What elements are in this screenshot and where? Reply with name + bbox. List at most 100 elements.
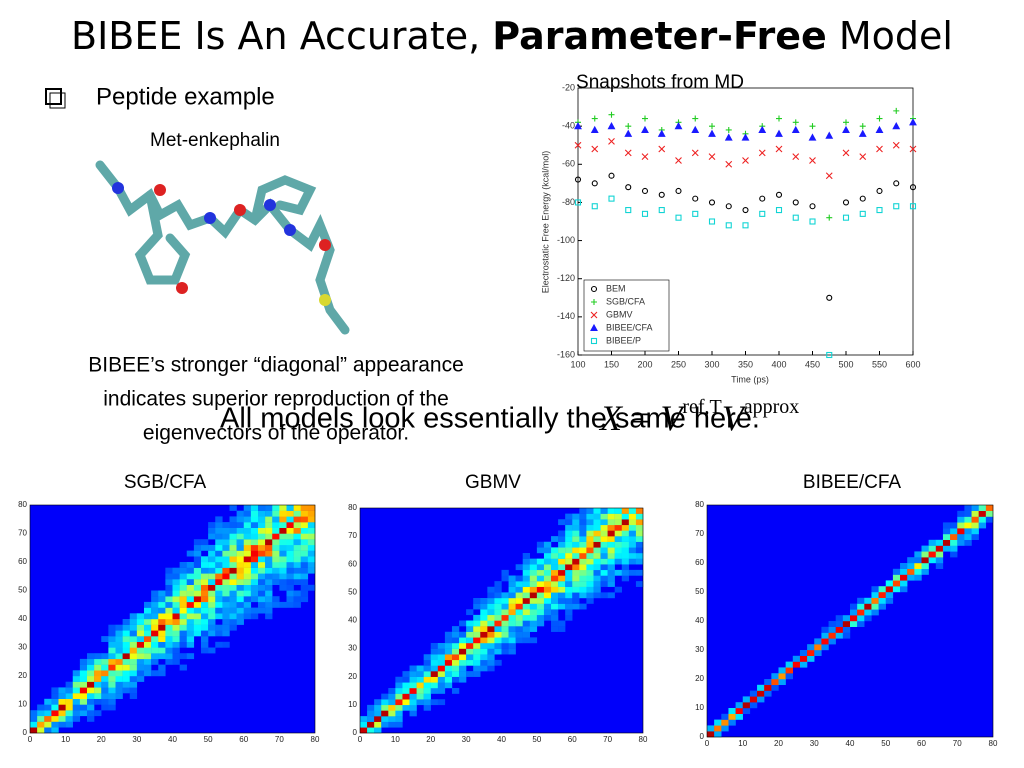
heatmap-cell [558, 519, 566, 526]
heatmap-cell [444, 682, 453, 689]
heatmap-cell [165, 653, 173, 660]
heatmap-cell [265, 584, 273, 591]
heatmap-cell [87, 658, 95, 665]
heatmap-cell [51, 693, 59, 699]
heatmap-cell [236, 590, 244, 597]
heatmap-cell [600, 513, 608, 520]
heatmap-cell [250, 533, 259, 540]
heatmap-cell [764, 684, 772, 691]
heatmap-cell [388, 688, 396, 694]
heatmap-cell [423, 688, 431, 694]
heatmap-cell [501, 614, 509, 621]
point [843, 119, 849, 126]
heatmap-cell [835, 615, 844, 622]
heatmap-cell [144, 613, 152, 620]
heatmap-cell [551, 620, 559, 627]
heatmap-cell [828, 621, 836, 627]
heatmap-cell [444, 671, 453, 677]
heatmap-cell [964, 534, 972, 540]
heatmap-cell [792, 661, 801, 668]
heatmap-cell [165, 590, 173, 597]
heatmap-title: SGB/CFA [124, 472, 207, 493]
heatmap-cell [529, 603, 538, 610]
point [591, 180, 598, 187]
heatmap-cell [87, 698, 95, 705]
heatmap-cell [409, 710, 417, 717]
heatmap-cell [828, 626, 836, 633]
point [809, 203, 816, 210]
point [708, 218, 716, 225]
y-tick-label: -120 [557, 273, 575, 283]
heatmap-cell [635, 581, 644, 587]
heatmap-cell [229, 596, 237, 603]
heatmap-cell [201, 619, 209, 625]
heatmap-cell [978, 522, 987, 529]
heatmap-cell [621, 536, 630, 542]
heatmap-cell [487, 614, 495, 621]
heatmap-cell [250, 567, 259, 574]
heatmap-cell [409, 688, 417, 694]
heatmap-cell [186, 562, 195, 568]
heatmap-x-label: 10 [738, 739, 747, 748]
point [893, 107, 900, 114]
heatmap-cell [193, 539, 202, 546]
heatmap-x-label: 30 [132, 735, 141, 744]
heatmap-cell [409, 671, 417, 677]
heatmap-cell [300, 556, 309, 563]
heatmap-cell [87, 693, 95, 699]
heatmap-cell [529, 581, 538, 587]
heatmap-cell [586, 524, 594, 531]
heatmap-cell [635, 541, 644, 548]
heatmap-cell [828, 632, 836, 639]
heatmap-cell [857, 615, 865, 622]
heatmap-cell [229, 607, 237, 614]
heatmap-cell [37, 704, 45, 711]
heatmap-cell [265, 539, 273, 546]
heatmap-cell [621, 569, 630, 576]
heatmap-cell [522, 575, 530, 582]
heatmap-cell [487, 654, 495, 661]
heatmap-cell [522, 603, 530, 610]
heatmap-cell [628, 558, 637, 565]
heatmap-title: GBMV [465, 472, 521, 493]
heatmap-cell [586, 592, 594, 599]
heatmap-cell [536, 614, 545, 621]
point [641, 210, 649, 217]
heatmap-cell [215, 601, 223, 608]
heatmap-cell [222, 624, 230, 631]
heatmap-cell [279, 573, 287, 580]
heatmap-y-label: 60 [348, 559, 357, 568]
heatmap-cell [579, 592, 587, 599]
heatmap-cell [79, 658, 88, 665]
heatmap-cell [395, 716, 403, 722]
heatmap-cell [165, 596, 173, 603]
heatmap-cell [136, 653, 145, 660]
heatmap-cell [635, 569, 644, 576]
heatmap-cell [600, 524, 608, 531]
heatmap-cell [307, 522, 316, 528]
heatmap-cell [635, 536, 644, 542]
heatmap-cell [108, 681, 116, 688]
heatmap-cell [579, 513, 587, 520]
point [591, 145, 599, 153]
y-axis-label: Electrostatic Free Energy (kcal/mol) [540, 151, 550, 294]
heatmap-cell [778, 679, 786, 685]
heatmap-cell [821, 638, 829, 645]
heatmap-cell [543, 609, 552, 616]
heatmap-cell [243, 573, 252, 580]
heatmap-cell [551, 536, 559, 542]
heatmap-cell [279, 510, 287, 517]
heatmap-cell [579, 586, 587, 593]
heatmap-cell [144, 647, 152, 654]
heatmap-cell [307, 533, 316, 540]
heatmap-cell [158, 641, 166, 648]
heatmap-cell [757, 690, 765, 697]
heatmap-cell [286, 544, 294, 551]
heatmap-cell [108, 670, 116, 677]
heatmap-cell [522, 631, 530, 638]
heatmap-cell [764, 679, 772, 685]
title-part: Model [839, 14, 953, 58]
heatmap-y-label: 80 [695, 500, 704, 509]
heatmap-cell [395, 682, 403, 689]
heatmap-cell [799, 661, 808, 668]
